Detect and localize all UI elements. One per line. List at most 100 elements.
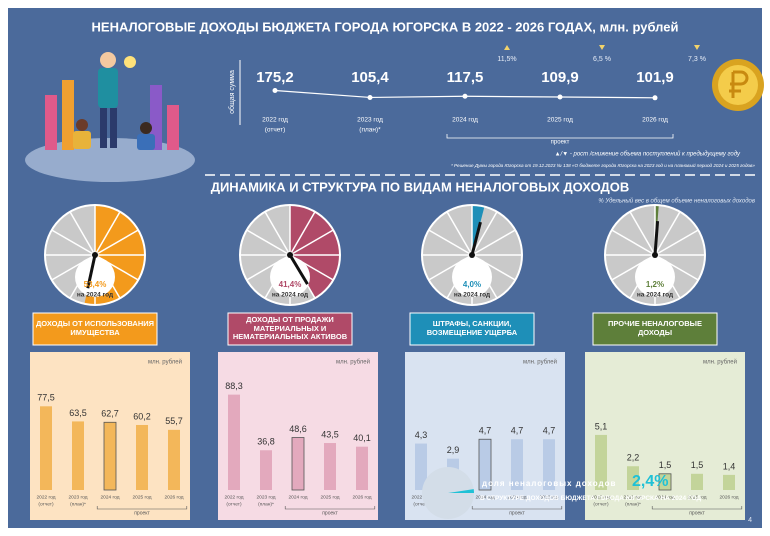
x-tick-note: (план)* [258,501,274,507]
x-tick-note: (план)* [70,501,86,507]
x-tick-label: 2023 год [357,117,383,124]
gauge-subtitle: на 2024 год [637,292,673,299]
value-label: 88,3 [225,381,243,391]
x-tick-label: 2025 год [132,494,151,500]
gauge-value: 4,0% [463,280,481,289]
title: НЕНАЛОГОВЫЕ ДОХОДЫ БЮДЖЕТА ГОРОДА ЮГОРСК… [92,19,679,34]
gauge-value: 1,2% [646,280,664,289]
unit-label: млн. рублей [703,359,737,366]
x-tick-label: 2026 год [164,494,183,500]
unit-label: млн. рублей [523,359,557,366]
bar [72,421,84,490]
value-label: 2,9 [447,445,460,455]
bar [691,474,703,490]
x-tick-label: 2022 год [262,117,288,124]
category-box-text: ДОХОДЫ ОТ ПРОДАЖИ МАТЕРИАЛЬНЫХ И НЕМАТЕР… [230,313,350,345]
x-tick-label: 2022 год [36,494,55,500]
gauge-subtitle: на 2024 год [272,292,308,299]
gauge-pivot [92,252,98,258]
footnote: * Решение Думы города Югорска от 19.12.2… [451,162,755,168]
gauge-pivot [287,252,293,258]
bar [136,425,148,490]
x-tick-note: (отчет) [265,127,286,134]
category-title: ПРОЧИЕ НЕНАЛОГОВЫЕ ДОХОДЫ [595,313,715,345]
gauge-pivot [469,252,475,258]
x-tick-label: 2026 год [642,117,668,124]
value-label: 101,9 [636,69,674,86]
unit-label: млн. рублей [148,359,182,366]
value-label: 105,4 [351,69,389,86]
category-title: ШТРАФЫ, САНКЦИИ, ВОЗМЕЩЕНИЕ УЩЕРБА [412,313,532,345]
footnote: ▲/▼ - рост /снижение объема поступлений … [555,151,741,158]
change-label: 6,5 % [593,56,611,63]
value-label: 55,7 [165,416,183,426]
point [463,94,468,99]
x-tick-note: (план)* [359,127,381,134]
x-tick-label: 2025 год [320,494,339,500]
gauge-subtitle: на 2024 год [454,292,490,299]
x-tick-note: (отчет) [226,501,242,507]
change-label: 11,5% [497,56,516,63]
bar [356,447,368,490]
gauge-value: 41,4% [279,280,302,289]
value-label: 36,8 [257,437,275,447]
bar [40,406,52,490]
x-tick-label: 2024 год [288,494,307,500]
x-tick-label: 2023 год [68,494,87,500]
category-box-text: ШТРАФЫ, САНКЦИИ, ВОЗМЕЩЕНИЕ УЩЕРБА [412,313,532,345]
category-title: ДОХОДЫ ОТ ПРОДАЖИ МАТЕРИАЛЬНЫХ И НЕМАТЕР… [230,313,350,345]
value-label: 2,2 [627,453,640,463]
category-box-text: ДОХОДЫ ОТ ИСПОЛЬЗОВАНИЯ ИМУЩЕСТВА [35,313,155,345]
x-tick-label: 2024 год [100,494,119,500]
point [368,95,373,100]
bar [723,475,735,490]
bar [168,430,180,490]
value-label: 4,3 [415,430,428,440]
gauge-value: 53,4% [84,280,107,289]
bar [324,443,336,490]
value-label: 48,6 [289,424,307,434]
coin [712,59,764,111]
point [558,95,563,100]
value-label: 60,2 [133,411,151,421]
point [653,95,658,100]
gauge-pivot [652,252,658,258]
change-label: 7,3 % [688,56,706,63]
value-label: 43,5 [321,429,339,439]
pie-subtitle: в структуре доходов бюджета города Югорс… [480,495,755,503]
x-tick-note: (отчет) [38,501,54,507]
bar [292,438,304,490]
value-label: 117,5 [447,69,484,86]
category-box-text: ПРОЧИЕ НЕНАЛОГОВЫЕ ДОХОДЫ [595,313,715,345]
bar [228,395,240,490]
x-tick-label: 2022 год [224,494,243,500]
bracket-label: проект [134,510,150,516]
value-label: 4,7 [479,426,492,436]
value-label: 40,1 [353,433,371,443]
value-label: 1,5 [659,460,672,470]
value-label: 109,9 [541,69,579,86]
section-subtitle: % Удельный вес в общем объеме неналоговы… [598,198,755,205]
x-tick-label: 2025 год [547,117,573,124]
value-label: 5,1 [595,421,608,431]
y-axis-label: общая сумма [228,70,236,114]
x-tick-label: 2026 год [352,494,371,500]
gauge-subtitle: на 2024 год [77,292,113,299]
infographic: НЕНАЛОГОВЫЕ ДОХОДЫ БЮДЖЕТА ГОРОДА ЮГОРСК… [0,0,770,536]
section-title: ДИНАМИКА И СТРУКТУРА ПО ВИДАМ НЕНАЛОГОВЫ… [211,179,630,194]
category-title: ДОХОДЫ ОТ ИСПОЛЬЗОВАНИЯ ИМУЩЕСТВА [35,313,155,345]
pie-subtitle-box: в структуре доходов бюджета города Югорс… [480,495,755,519]
bracket-label: проект [551,140,570,146]
point [273,88,278,93]
x-tick-label: 2023 год [256,494,275,500]
unit-label: млн. рублей [336,359,370,366]
bar [260,450,272,490]
value-label: 1,5 [691,460,704,470]
bar [104,422,116,490]
value-label: 63,5 [69,408,87,418]
value-label: 77,5 [37,393,55,403]
value-label: 62,7 [101,409,119,419]
value-label: 175,2 [256,69,294,86]
value-label: 4,7 [543,426,556,436]
value-label: 1,4 [723,461,736,471]
